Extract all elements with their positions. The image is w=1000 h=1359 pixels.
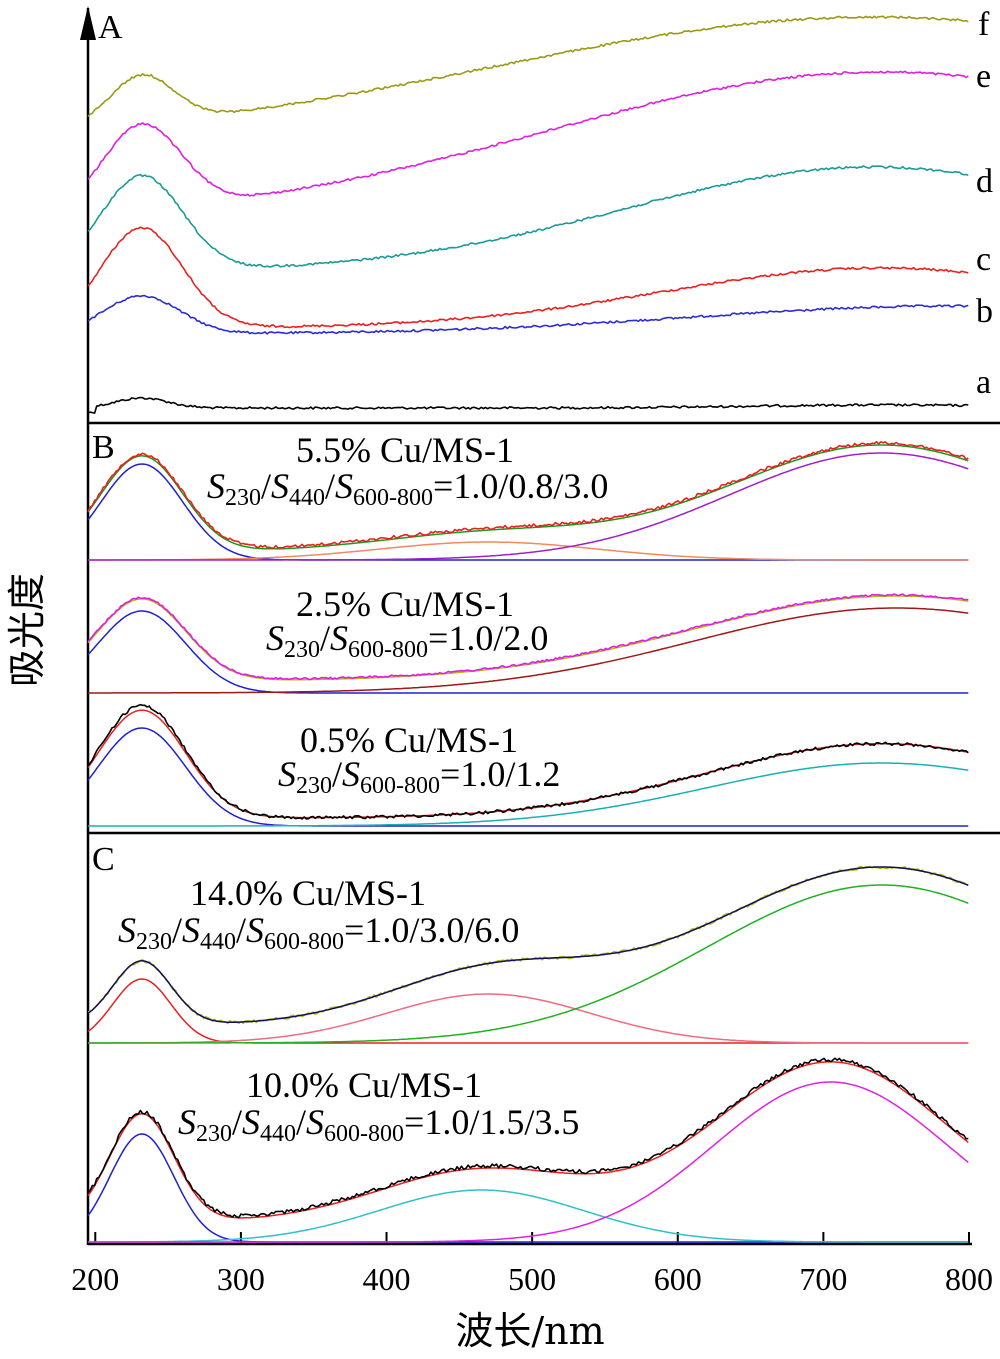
x-axis-title: 波长/nm [455, 1309, 604, 1353]
series-label-a: a [976, 364, 991, 401]
x-tick-label-800: 800 [945, 1261, 993, 1297]
b1-data-curve [87, 440, 969, 549]
b3-data-curve [87, 703, 969, 820]
x-tick-label-600: 600 [654, 1261, 702, 1297]
x-tick-label-300: 300 [217, 1261, 265, 1297]
c2-fit-curve [87, 1061, 969, 1219]
x-tick-label-700: 700 [799, 1261, 847, 1297]
series-label-e: e [976, 58, 991, 95]
series-d-curve [87, 165, 969, 268]
panel-label-a: A [98, 9, 123, 46]
series-b-curve [87, 294, 969, 335]
b3-component-2 [88, 762, 969, 827]
b1-component-2 [88, 541, 969, 561]
c2-component-2 [88, 1189, 969, 1243]
series-a-curve [87, 396, 969, 414]
c1-fit-curve [87, 866, 969, 1023]
sample-label-c1: 14.0% Cu/MS-1 [190, 873, 426, 913]
series-label-b: b [976, 293, 993, 330]
sample-label-c2: 10.0% Cu/MS-1 [246, 1065, 482, 1105]
panel-label-b: B [92, 429, 115, 466]
y-axis-arrow-icon [80, 6, 96, 40]
x-tick-label-500: 500 [508, 1261, 556, 1297]
series-label-f: f [978, 6, 990, 43]
b3-component-1 [87, 727, 969, 827]
ratio-label-b2: S230/S600-800=1.0/2.0 [266, 618, 548, 663]
c2-component-1 [87, 1133, 969, 1243]
panel-label-c: C [92, 841, 115, 878]
b1-fit-curve [87, 444, 969, 550]
x-axis-ticks: 200 300 400 500 600 700 800 [71, 1232, 993, 1297]
y-axis-title: 吸光度 [5, 573, 49, 687]
curve-layer [87, 15, 969, 1243]
series-c-curve [87, 226, 969, 329]
c1-component-3 [88, 884, 969, 1044]
b2-component-2 [88, 607, 969, 694]
sample-label-b2: 2.5% Cu/MS-1 [296, 584, 514, 624]
x-tick-label-400: 400 [363, 1261, 411, 1297]
ratio-label-c1: S230/S440/S600-800=1.0/3.0/6.0 [118, 910, 519, 955]
ratio-label-c2: S230/S440/S600-800=1.0/1.5/3.5 [178, 1102, 579, 1147]
series-e-curve [87, 70, 969, 197]
x-tick-label-200: 200 [71, 1261, 119, 1297]
b1-component-3 [88, 452, 969, 561]
sample-label-b1: 5.5% Cu/MS-1 [296, 430, 514, 470]
series-label-d: d [976, 163, 993, 200]
ratio-label-b3: S230/S600-800=1.0/1.2 [278, 754, 560, 799]
c1-component-1 [87, 978, 969, 1044]
c2-component-3 [88, 1081, 969, 1243]
b2-component-1 [87, 610, 969, 694]
sample-label-b3: 0.5% Cu/MS-1 [300, 720, 518, 760]
series-f-curve [87, 15, 969, 118]
c2-data-curve [87, 1057, 969, 1219]
c1-component-2 [88, 993, 969, 1044]
b3-fit-curve [87, 709, 969, 819]
b2-data-curve [87, 593, 969, 681]
series-label-c: c [976, 241, 991, 278]
ratio-label-b1: S230/S440/S600-800=1.0/0.8/3.0 [207, 466, 608, 511]
